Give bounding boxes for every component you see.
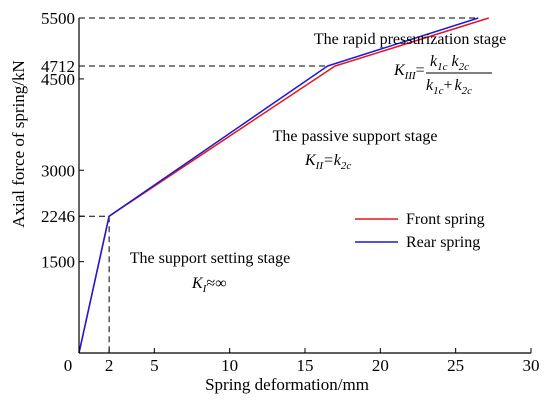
guide-lines — [79, 17, 479, 353]
annotation-rapid-pressurization: The rapid pressurization stage KIII= k1c… — [314, 31, 506, 97]
x-tick-label: 20 — [372, 356, 389, 375]
annotation-support-setting: The support setting stage KI≈∞ — [130, 250, 290, 295]
annotation-rapid-pressurization-denominator: k1c+ k2c — [426, 77, 472, 97]
x-axis-title: Spring deformation/mm — [205, 375, 369, 394]
y-tick-label: 2246 — [41, 207, 75, 226]
y-tick-label: 4500 — [41, 70, 75, 89]
series-line-front-spring — [78, 17, 490, 354]
annotation-rapid-pressurization-title: The rapid pressurization stage — [314, 31, 506, 48]
annotation-passive-support-title: The passive support stage — [273, 128, 438, 145]
annotation-rapid-pressurization-numerator: k1c k2c — [430, 53, 469, 73]
legend-label-rear-spring: Rear spring — [406, 234, 480, 251]
annotation-support-setting-title: The support setting stage — [130, 250, 290, 267]
annotation-passive-support: The passive support stage KII=k2c — [273, 128, 438, 172]
series-lines — [78, 17, 490, 354]
series-line-rear-spring — [78, 17, 479, 354]
x-tick-label: 30 — [523, 356, 540, 375]
y-tick-label: 5500 — [41, 9, 75, 28]
y-tick-label: 3000 — [41, 161, 75, 180]
y-tick-label: 1500 — [41, 253, 75, 272]
legend: Front spring Rear spring — [355, 211, 485, 251]
x-tick-label: 2 — [105, 356, 114, 375]
x-tick-label: 0 — [64, 356, 73, 375]
legend-label-front-spring: Front spring — [406, 211, 485, 228]
annotation-rapid-pressurization-lhs: KIII= — [393, 62, 425, 82]
annotation-passive-support-formula: KII=k2c — [304, 152, 351, 172]
x-tick-label: 5 — [150, 356, 159, 375]
x-tick-label: 25 — [447, 356, 464, 375]
x-tick-label: 15 — [297, 356, 314, 375]
annotation-support-setting-formula: KI≈∞ — [191, 275, 227, 295]
x-tick-label: 10 — [221, 356, 238, 375]
y-axis-title: Axial force of spring/kN — [9, 60, 28, 228]
y-tick-label: 4712 — [41, 57, 75, 76]
